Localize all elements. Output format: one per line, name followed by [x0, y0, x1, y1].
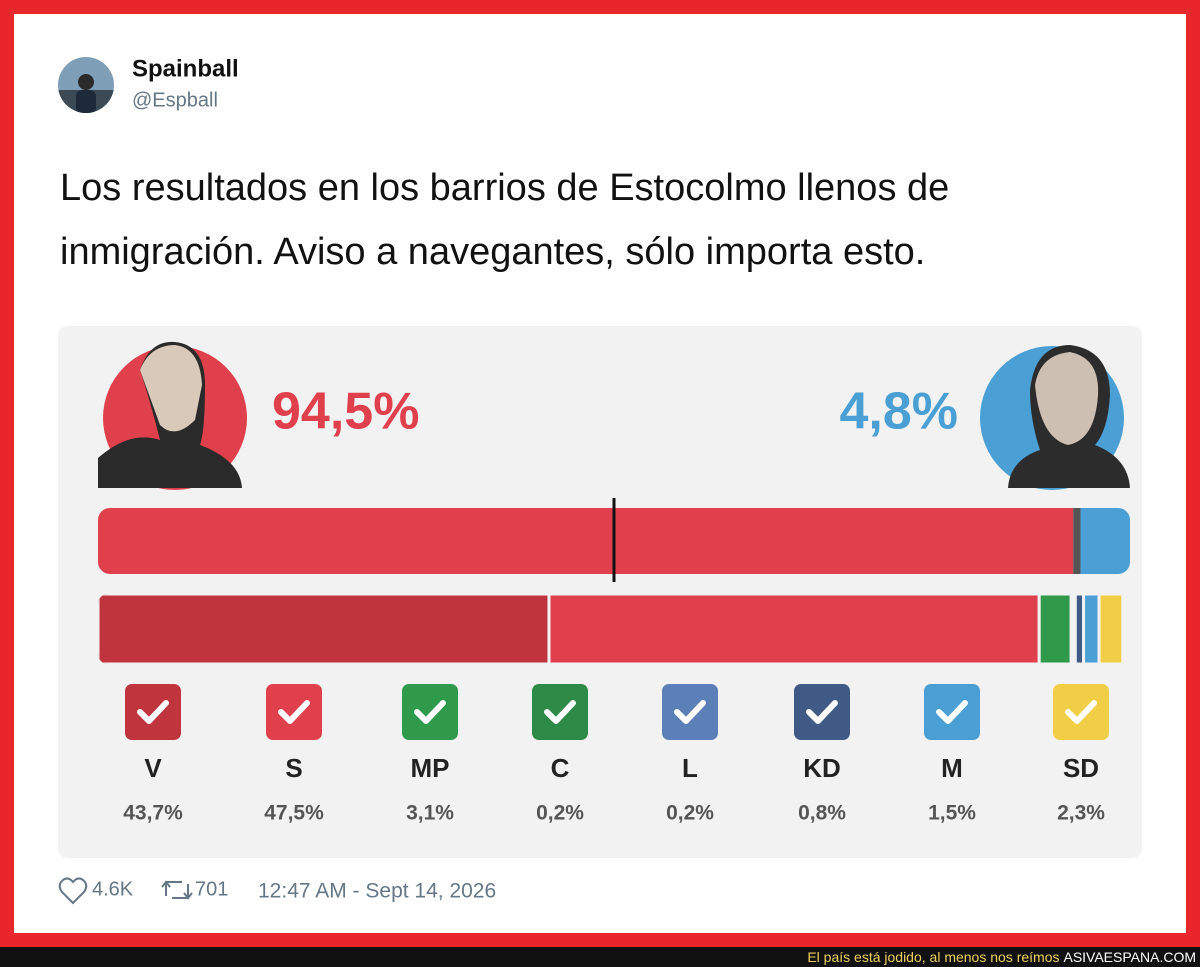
checkmark — [936, 700, 968, 724]
timestamp[interactable]: 12:47 AM - Sept 14, 2026 — [258, 880, 496, 903]
party-checkbox — [266, 684, 322, 740]
left-bloc-total: 94,5% — [272, 383, 419, 441]
author-name[interactable]: Spainball — [132, 55, 239, 82]
party-segment — [1037, 594, 1073, 664]
checkmark — [414, 700, 446, 724]
party-checkbox — [125, 684, 181, 740]
party-share: 1,5% — [928, 802, 976, 825]
party-share: 0,8% — [798, 802, 846, 825]
bloc-segment — [98, 508, 1074, 574]
avatar[interactable] — [58, 57, 114, 114]
party-row: V 43,7% S 47,5% MP 3,1% C 0,2% L 0,2% KD 0,8% M 1,5% S… — [123, 684, 1109, 825]
party-segment — [1082, 594, 1101, 664]
portraits — [98, 341, 1130, 490]
bloc-segment — [1080, 508, 1130, 574]
tweet: Spainball @Espball Los resultados en los… — [58, 55, 1142, 905]
retweet-button[interactable]: 701 — [161, 878, 228, 900]
right-bloc-total: 4,8% — [839, 383, 958, 441]
party-share: 2,3% — [1057, 802, 1105, 825]
checkmark — [137, 700, 169, 724]
retweet-count: 701 — [195, 878, 228, 900]
watermark-slogan: El país está jodido, al menos nos reímos — [807, 949, 1060, 965]
party-bar — [98, 594, 1125, 664]
party-name: C — [551, 753, 570, 783]
party-name: S — [285, 753, 302, 783]
checkmark — [806, 700, 838, 724]
party-share: 0,2% — [536, 802, 584, 825]
checkmark — [544, 700, 576, 724]
checkmark — [1065, 700, 1097, 724]
like-button[interactable]: 4.6K — [58, 877, 134, 905]
party-name: M — [941, 753, 963, 783]
party-name: MP — [411, 753, 450, 783]
tweet-text: inmigración. Aviso a navegantes, sólo im… — [60, 231, 925, 273]
party-checkbox — [662, 684, 718, 740]
watermark-site[interactable]: ASIVAESPANA.COM — [1063, 949, 1196, 965]
like-count: 4.6K — [92, 878, 134, 900]
party-segment — [547, 594, 1041, 664]
party-share: 43,7% — [123, 802, 183, 825]
party-checkbox — [402, 684, 458, 740]
party-name: V — [144, 753, 162, 783]
tweet-text: Los resultados en los barrios de Estocol… — [60, 167, 949, 209]
party-share: 0,2% — [666, 802, 714, 825]
party-checkbox — [924, 684, 980, 740]
party-checkbox — [1053, 684, 1109, 740]
graphic-bg — [58, 326, 1142, 858]
checkmark — [674, 700, 706, 724]
party-name: SD — [1063, 753, 1099, 783]
party-name: KD — [803, 753, 841, 783]
party-checkbox — [532, 684, 588, 740]
party-name: L — [682, 753, 698, 783]
party-segment — [98, 594, 551, 664]
bloc-gap — [1073, 508, 1081, 574]
checkmark — [278, 700, 310, 724]
author-handle[interactable]: @Espball — [132, 89, 218, 111]
party-segment — [1097, 594, 1125, 664]
party-share: 3,1% — [406, 802, 454, 825]
bloc-bar — [98, 508, 1130, 574]
watermark: El país está jodido, al menos nos reímos… — [0, 947, 1200, 967]
party-share: 47,5% — [264, 802, 324, 825]
party-checkbox — [794, 684, 850, 740]
